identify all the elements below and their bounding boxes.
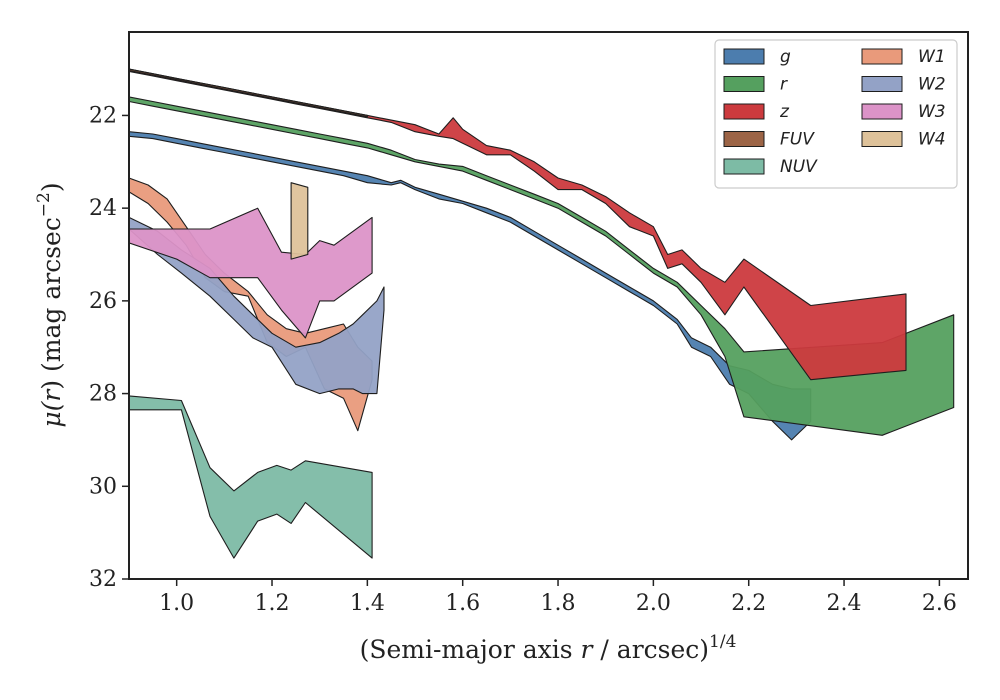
x-tick-label: 1.8 <box>541 591 576 616</box>
legend-swatch-nuv <box>723 158 765 175</box>
legend-label-w2: W2 <box>918 75 946 95</box>
y-tick-label: 24 <box>89 196 117 221</box>
legend-label-w3: W3 <box>918 102 946 122</box>
legend-swatch-r <box>723 76 765 92</box>
series-band-nuv <box>129 395 373 559</box>
legend-swatch-w4 <box>861 131 903 147</box>
legend-swatch-w1 <box>861 48 903 65</box>
x-tick-label: 2.2 <box>731 591 766 616</box>
legend-label-z: z <box>779 102 790 122</box>
x-axis-title: (Semi-major axis r / arcsec)1/4 <box>360 632 737 664</box>
y-tick-label: 26 <box>89 289 117 314</box>
legend-label-g: g <box>780 47 791 67</box>
y-axis-title: μ(r) (mag arcsec−2) <box>34 182 66 427</box>
series-band-z <box>129 68 907 381</box>
legend-label-w1: W1 <box>918 47 946 67</box>
x-tick-label: 2.6 <box>922 591 957 616</box>
series-band-w3 <box>129 207 373 339</box>
x-tick-label: 1.4 <box>350 591 385 616</box>
legend: grz FUV NUV W1 W2 W3 W4 <box>714 39 958 189</box>
series-band-fuv <box>129 68 368 118</box>
legend-swatch-z <box>723 103 765 120</box>
y-tick-label: 32 <box>89 567 117 592</box>
legend-label-r: r <box>780 75 788 95</box>
y-tick-label: 28 <box>89 382 117 407</box>
legend-swatch-w2 <box>861 76 903 92</box>
x-tick-label: 1.2 <box>255 591 290 616</box>
legend-swatch-fuv <box>723 131 765 147</box>
legend-swatch-g <box>723 48 765 65</box>
legend-label-nuv: NUV <box>780 157 818 177</box>
x-tick-label: 1.6 <box>445 591 480 616</box>
x-tick-label: 2.0 <box>636 591 671 616</box>
y-tick-label: 30 <box>89 474 117 499</box>
x-tick-label: 1.0 <box>159 591 194 616</box>
series-band-w4 <box>290 182 309 260</box>
y-tick-label: 22 <box>89 103 117 128</box>
series-layer <box>129 68 955 559</box>
x-tick-label: 2.4 <box>827 591 862 616</box>
series-band-r <box>129 96 955 436</box>
ticks-layer: 1.0 1.2 1.4 1.6 1.8 2.0 2.2 2.4 2.6 22 24 26 28 30 32 <box>89 103 957 616</box>
legend-swatch-w3 <box>861 103 903 120</box>
plot-frame <box>128 31 969 580</box>
legend-label-fuv: FUV <box>780 130 815 150</box>
legend-label-w4: W4 <box>918 130 946 150</box>
